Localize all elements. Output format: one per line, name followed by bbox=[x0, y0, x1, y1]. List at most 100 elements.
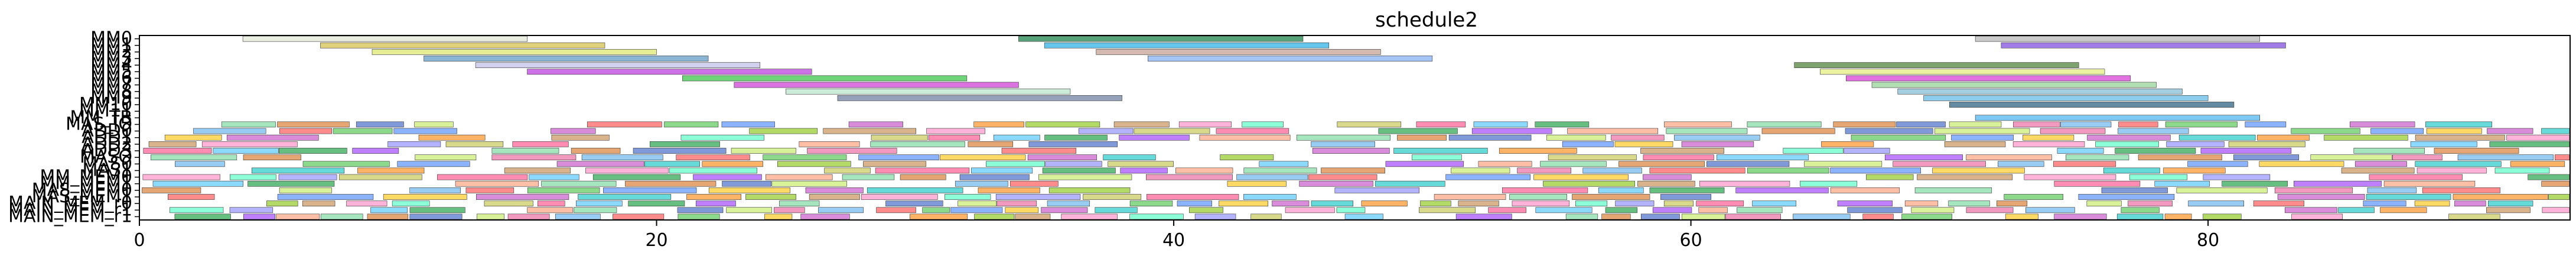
task-bar bbox=[475, 62, 760, 69]
task-bar bbox=[786, 88, 1071, 95]
task-bar bbox=[504, 167, 571, 174]
task-bar bbox=[168, 194, 215, 200]
task-bar bbox=[774, 207, 805, 213]
task-bar bbox=[1649, 187, 1725, 193]
task-bar bbox=[2542, 207, 2570, 213]
y-tick-label: MASO bbox=[80, 147, 132, 167]
task-bar bbox=[1914, 187, 1992, 193]
task-bar bbox=[1737, 207, 1783, 213]
task-bar bbox=[2487, 128, 2533, 134]
task-bar bbox=[555, 213, 601, 220]
task-bar bbox=[2128, 200, 2173, 207]
task-bar bbox=[279, 187, 332, 193]
task-bar bbox=[2506, 134, 2570, 141]
task-bar bbox=[1061, 213, 1118, 220]
task-bar bbox=[2222, 180, 2288, 187]
task-bar bbox=[2121, 207, 2160, 213]
task-bar bbox=[1761, 128, 1835, 134]
y-tick-label: ADD0 bbox=[82, 121, 132, 141]
task-bar bbox=[986, 161, 1046, 167]
task-bar bbox=[170, 207, 224, 213]
y-tick-label: ADD3 bbox=[82, 140, 132, 161]
task-bar bbox=[1419, 207, 1476, 213]
task-bar bbox=[995, 194, 1081, 200]
task-bar bbox=[1666, 128, 1748, 134]
task-bar bbox=[2203, 213, 2242, 220]
task-bar bbox=[1640, 148, 1724, 154]
task-bar bbox=[1334, 187, 1419, 193]
task-bar bbox=[1445, 174, 1531, 180]
task-bar bbox=[731, 148, 796, 154]
task-bar bbox=[2054, 180, 2141, 187]
task-bar bbox=[1664, 121, 1732, 128]
task-bar bbox=[2454, 200, 2486, 207]
task-bar bbox=[1725, 213, 1781, 220]
task-bar bbox=[1499, 148, 1577, 154]
task-bar bbox=[414, 121, 454, 128]
task-bar bbox=[885, 200, 943, 207]
task-bar bbox=[771, 180, 847, 187]
task-bar bbox=[2510, 161, 2565, 167]
task-bar bbox=[2366, 194, 2451, 200]
task-bar bbox=[1752, 200, 1797, 207]
task-bar bbox=[1009, 180, 1059, 187]
task-bar bbox=[2354, 161, 2407, 167]
task-bar bbox=[1113, 121, 1170, 128]
task-bar bbox=[1129, 213, 1184, 220]
task-bar bbox=[1614, 141, 1673, 147]
task-bar bbox=[491, 154, 577, 161]
task-bar bbox=[1747, 167, 1829, 174]
task-bar bbox=[1649, 167, 1745, 174]
task-bar bbox=[527, 207, 573, 213]
task-bar bbox=[973, 121, 1024, 128]
task-bar bbox=[1949, 102, 2235, 108]
task-bar bbox=[1932, 167, 2025, 174]
task-bar bbox=[1546, 134, 1606, 141]
task-bar bbox=[1735, 187, 1829, 193]
task-bar bbox=[676, 154, 750, 161]
task-bar bbox=[2163, 167, 2226, 174]
task-bar bbox=[320, 42, 605, 48]
task-bar bbox=[1512, 200, 1570, 207]
task-bar bbox=[2434, 148, 2519, 154]
task-bar bbox=[2417, 167, 2487, 174]
task-bar bbox=[1216, 128, 1289, 134]
y-tick-label: MM8 bbox=[90, 81, 132, 102]
task-bar bbox=[2415, 161, 2502, 167]
task-bar bbox=[537, 200, 565, 207]
y-tick-label: MM4 bbox=[90, 54, 132, 75]
task-bar bbox=[465, 187, 514, 193]
task-bar bbox=[2228, 141, 2305, 147]
task-bar bbox=[644, 161, 700, 167]
task-bar bbox=[870, 141, 965, 147]
task-bar bbox=[1044, 134, 1108, 141]
task-bar bbox=[2154, 180, 2210, 187]
task-bar bbox=[1562, 141, 1614, 147]
task-bar bbox=[2101, 187, 2168, 193]
task-bar bbox=[1412, 154, 1462, 161]
task-bar bbox=[2369, 174, 2463, 180]
task-bar bbox=[2178, 134, 2256, 141]
task-bar bbox=[863, 161, 927, 167]
task-bar bbox=[777, 161, 851, 167]
task-bar bbox=[2548, 194, 2570, 200]
task-bar bbox=[1042, 167, 1116, 174]
task-bar bbox=[1643, 174, 1692, 180]
task-bar bbox=[1047, 200, 1090, 207]
task-bar bbox=[1129, 200, 1173, 207]
task-bar bbox=[1455, 213, 1512, 220]
task-bar bbox=[1458, 200, 1499, 207]
task-bar bbox=[1227, 180, 1287, 187]
task-bar bbox=[1997, 200, 2028, 207]
task-bar bbox=[1567, 128, 1659, 134]
task-bar bbox=[1707, 161, 1790, 167]
task-bar bbox=[950, 207, 1003, 213]
task-bar bbox=[764, 213, 793, 220]
plot-frame bbox=[139, 35, 2571, 221]
task-bar bbox=[2426, 128, 2482, 134]
task-bar bbox=[266, 200, 298, 207]
x-tick-label: 0 bbox=[133, 230, 145, 251]
task-bar bbox=[695, 200, 736, 207]
task-bar bbox=[476, 194, 569, 200]
